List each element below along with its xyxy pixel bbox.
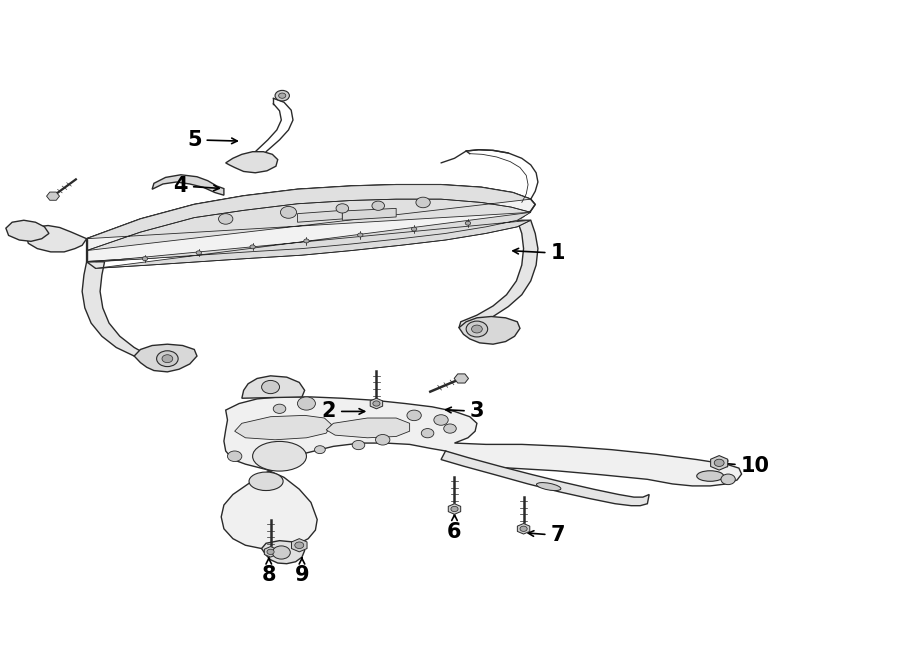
Circle shape [372, 201, 384, 211]
Polygon shape [459, 316, 520, 344]
Circle shape [275, 91, 290, 101]
Polygon shape [82, 261, 167, 363]
Ellipse shape [253, 442, 306, 471]
Circle shape [314, 446, 325, 453]
Circle shape [407, 410, 421, 420]
Polygon shape [6, 220, 49, 242]
Circle shape [279, 93, 286, 98]
Polygon shape [86, 185, 531, 251]
Circle shape [411, 227, 417, 231]
Circle shape [295, 542, 304, 549]
Ellipse shape [697, 471, 724, 481]
Polygon shape [448, 504, 461, 514]
Circle shape [375, 434, 390, 445]
Circle shape [465, 221, 471, 225]
Polygon shape [86, 185, 536, 261]
Circle shape [274, 404, 286, 413]
Circle shape [434, 414, 448, 425]
Polygon shape [370, 399, 382, 409]
Polygon shape [292, 539, 307, 552]
Text: 4: 4 [174, 176, 220, 196]
Polygon shape [441, 451, 649, 506]
Text: 3: 3 [446, 401, 484, 422]
Polygon shape [235, 415, 331, 440]
Polygon shape [26, 226, 86, 252]
Polygon shape [518, 524, 530, 534]
Polygon shape [95, 213, 531, 268]
Circle shape [157, 351, 178, 367]
Circle shape [162, 355, 173, 363]
Circle shape [142, 257, 148, 261]
Text: 1: 1 [513, 243, 565, 263]
Circle shape [304, 239, 309, 243]
Text: 5: 5 [187, 130, 238, 150]
Circle shape [520, 526, 527, 532]
Circle shape [416, 197, 430, 208]
Polygon shape [298, 211, 342, 222]
Circle shape [472, 325, 482, 333]
Polygon shape [454, 374, 469, 383]
Ellipse shape [249, 472, 284, 491]
Circle shape [298, 397, 315, 410]
Polygon shape [342, 209, 396, 220]
Circle shape [228, 451, 242, 461]
Polygon shape [711, 455, 728, 470]
Polygon shape [152, 175, 224, 195]
Circle shape [219, 214, 233, 224]
Text: 6: 6 [447, 515, 462, 542]
Circle shape [267, 549, 274, 555]
Circle shape [352, 440, 365, 449]
Polygon shape [47, 192, 59, 201]
Text: 9: 9 [294, 558, 310, 585]
Polygon shape [221, 397, 742, 549]
Text: 7: 7 [528, 526, 565, 545]
Text: 8: 8 [262, 558, 276, 585]
Circle shape [357, 233, 363, 237]
Circle shape [250, 245, 256, 249]
Polygon shape [226, 152, 278, 173]
Circle shape [281, 207, 297, 218]
Polygon shape [134, 344, 197, 372]
Polygon shape [262, 541, 304, 564]
Circle shape [451, 506, 458, 512]
Circle shape [466, 321, 488, 337]
Ellipse shape [536, 483, 561, 491]
Text: 10: 10 [722, 456, 770, 476]
Polygon shape [326, 418, 410, 438]
Polygon shape [242, 376, 304, 399]
Circle shape [262, 381, 280, 394]
Polygon shape [265, 547, 277, 557]
Polygon shape [459, 220, 538, 328]
Circle shape [444, 424, 456, 433]
Circle shape [273, 546, 291, 559]
Circle shape [196, 251, 202, 255]
Circle shape [721, 474, 735, 485]
Circle shape [421, 428, 434, 438]
Text: 2: 2 [321, 401, 365, 422]
Circle shape [715, 459, 724, 467]
Circle shape [373, 401, 380, 406]
Circle shape [336, 204, 348, 213]
